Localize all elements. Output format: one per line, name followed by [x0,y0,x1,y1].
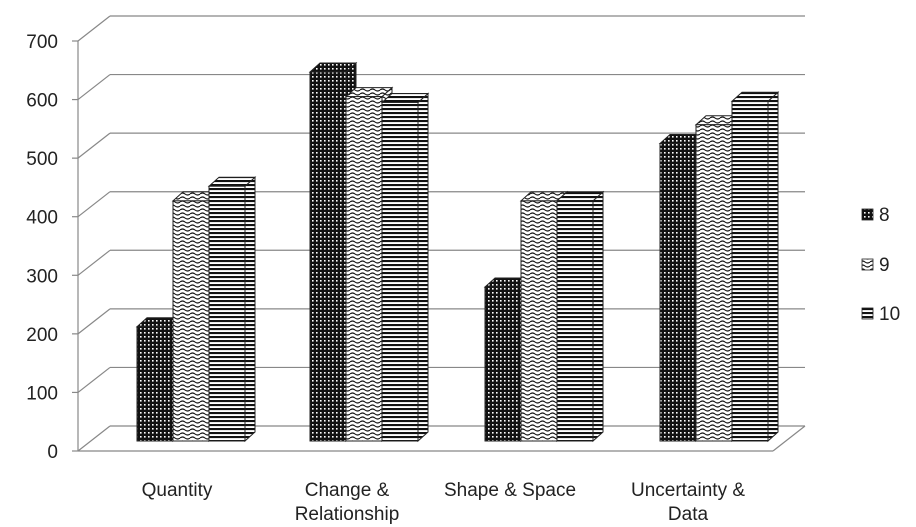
bar-front-2-2 [556,200,594,442]
y-tick-label-7: 700 [26,32,58,53]
bar-front-3-0 [659,142,697,442]
bars [135,61,780,443]
y-tick-label-3: 300 [26,266,58,287]
bar-side-0-2 [244,176,256,443]
category-label-3: Uncertainty & Data [631,480,745,525]
gridline-side-1 [77,366,111,393]
legend-label-0: 8 [879,205,890,226]
y-tick-label-0: 0 [47,442,58,463]
bar-front-0-0 [136,326,174,442]
gridline-side-7 [77,15,111,42]
y-tick-label-1: 100 [26,383,58,404]
gridline-side-4 [77,191,111,218]
legend-item-0: 8 [861,205,890,226]
bar-front-1-2 [381,101,419,442]
bar-front-2-1 [520,200,558,442]
gridline-side-2 [77,308,111,335]
bar-front-1-1 [345,96,383,442]
legend-swatch-1 [861,258,874,271]
y-tick-label-6: 600 [26,91,58,112]
bar-front-1-0 [309,71,347,442]
y-tick-label-2: 200 [26,325,58,346]
bar-front-0-2 [208,185,246,442]
bar-side-2-2 [592,190,604,443]
floor-right-edge [772,425,806,452]
bar-front-2-0 [484,286,522,442]
category-label-0: Quantity [142,480,213,501]
gridline-side-3 [77,249,111,276]
bar-front-0-1 [172,200,210,442]
y-tick-label-5: 500 [26,149,58,170]
category-label-2: Shape & Space [444,480,576,501]
y-axis: 0 100 200 300 400 500 600 700 [26,32,79,463]
y-tick-label-4: 400 [26,208,58,229]
gridline-side-6 [77,74,111,101]
bar-front-3-1 [695,124,733,442]
legend-item-2: 10 [861,304,900,325]
category-label-1: Change & Relationship [295,480,400,525]
legend-label-1: 9 [879,255,890,276]
legend-label-2: 10 [879,304,900,325]
bar-0-2 [207,176,257,443]
legend-item-1: 9 [861,255,890,276]
legend-swatch-0 [861,208,874,221]
gridline-side-0 [77,425,111,452]
legend-swatch-2 [861,307,874,320]
bar-front-3-2 [731,100,769,442]
legend: 8 9 10 [861,205,900,325]
bar-3-2 [730,91,780,443]
bar-1-2 [380,92,430,443]
gridline-side-5 [77,132,111,159]
bar-2-2 [555,190,605,443]
x-axis-labels: Quantity Change & Relationship Shape & Spac… [142,480,746,525]
bar-side-1-2 [417,92,429,443]
bar-side-3-2 [767,91,779,443]
